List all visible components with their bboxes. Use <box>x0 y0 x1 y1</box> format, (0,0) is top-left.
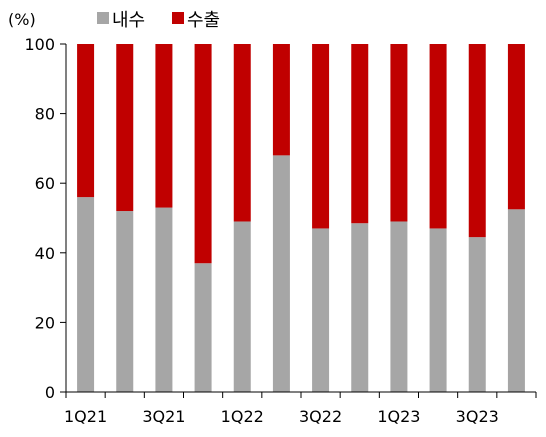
x-tick-label: 3Q23 <box>456 407 499 426</box>
legend-label-export: 수출 <box>187 10 220 31</box>
bar-export-4Q22 <box>351 44 369 224</box>
bar-domestic-1Q23 <box>390 221 408 392</box>
bar-domestic-4Q23 <box>507 209 525 392</box>
y-tick-label: 60 <box>35 174 55 193</box>
bar-export-3Q21 <box>155 44 173 208</box>
x-tick-label: 1Q23 <box>377 407 420 426</box>
x-axis: 1Q21 3Q21 1Q22 3Q22 1Q23 3Q23 <box>64 391 537 426</box>
bar-domestic-4Q21 <box>194 263 212 392</box>
bar-export-2Q22 <box>272 44 290 156</box>
bar-domestic-2Q22 <box>272 155 290 392</box>
bar-domestic-1Q21 <box>77 197 95 392</box>
bar-export-4Q21 <box>194 44 212 264</box>
bars <box>77 44 525 392</box>
y-tick-label: 0 <box>45 383 55 402</box>
bar-export-2Q21 <box>116 44 134 212</box>
bar-export-2Q23 <box>429 44 447 229</box>
bar-export-1Q22 <box>233 44 251 222</box>
bar-domestic-4Q22 <box>351 223 369 392</box>
bar-domestic-3Q21 <box>155 207 173 392</box>
y-tick-label: 80 <box>35 105 55 124</box>
bar-export-4Q23 <box>507 44 525 210</box>
bar-export-3Q22 <box>312 44 330 229</box>
bar-domestic-2Q23 <box>429 228 447 392</box>
y-tick-label: 40 <box>35 244 55 263</box>
y-tick-label: 20 <box>35 313 55 332</box>
legend: 내수 수출 <box>97 10 220 31</box>
legend-label-domestic: 내수 <box>112 10 145 31</box>
legend-swatch-domestic <box>97 12 109 24</box>
y-axis: 0 20 40 60 80 100 <box>24 35 67 402</box>
unit-label: (%) <box>8 10 36 29</box>
x-tick-label: 1Q21 <box>64 407 107 426</box>
bar-domestic-2Q21 <box>116 211 134 392</box>
y-tick-label: 100 <box>24 35 55 54</box>
bar-domestic-3Q22 <box>312 228 330 392</box>
bar-export-3Q23 <box>468 44 486 238</box>
bar-export-1Q23 <box>390 44 408 222</box>
x-tick-label: 3Q21 <box>142 407 185 426</box>
x-tick-label: 3Q22 <box>299 407 342 426</box>
x-tick-label: 1Q22 <box>221 407 264 426</box>
bar-export-1Q21 <box>77 44 95 198</box>
bar-domestic-1Q22 <box>233 221 251 392</box>
bar-domestic-3Q23 <box>468 237 486 392</box>
legend-swatch-export <box>172 12 184 24</box>
